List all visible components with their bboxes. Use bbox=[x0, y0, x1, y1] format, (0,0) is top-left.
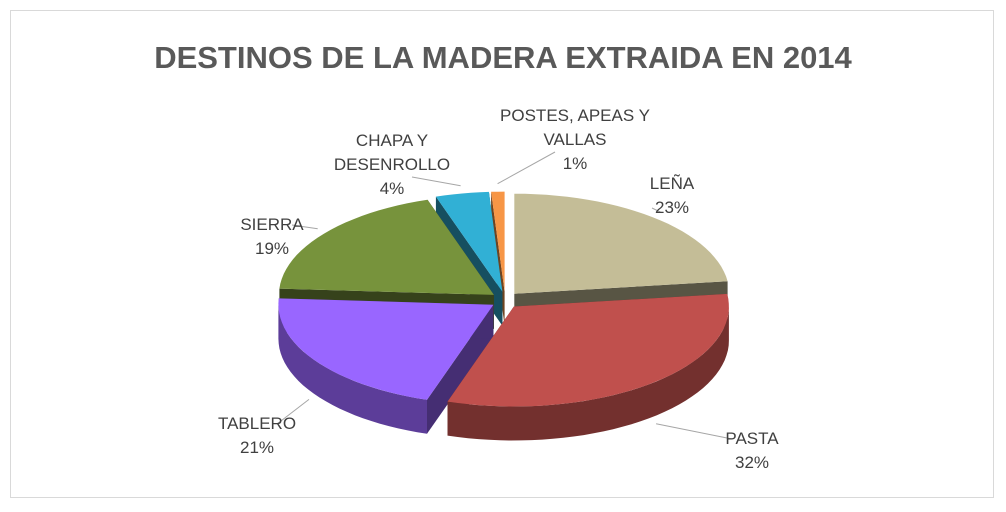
category-label: SIERRA bbox=[240, 215, 304, 234]
data-label: POSTES, APEAS Y VALLAS 1% bbox=[493, 104, 658, 176]
slice bbox=[491, 191, 505, 292]
chart-frame bbox=[10, 10, 994, 498]
category-label: PASTA bbox=[725, 429, 779, 448]
value-label: 1% bbox=[562, 154, 588, 173]
data-label: PASTA 32% bbox=[692, 427, 812, 475]
leader-line bbox=[411, 176, 461, 187]
value-label: 21% bbox=[239, 438, 275, 457]
slice bbox=[278, 298, 494, 400]
value-label: 32% bbox=[734, 453, 770, 472]
category-label: LEÑA bbox=[649, 174, 695, 193]
slice-wall bbox=[278, 304, 427, 434]
value-label: 23% bbox=[654, 198, 690, 217]
data-label: LEÑA 23% bbox=[612, 172, 732, 220]
data-label: CHAPA Y DESENROLLO 4% bbox=[310, 129, 475, 201]
leader-line bbox=[651, 207, 662, 214]
category-label: CHAPA Y DESENROLLO bbox=[333, 131, 451, 174]
category-label: POSTES, APEAS Y VALLAS bbox=[500, 106, 650, 149]
leader-line bbox=[656, 423, 733, 440]
value-label: 19% bbox=[254, 239, 290, 258]
slice bbox=[447, 293, 729, 407]
slice-wall bbox=[447, 306, 729, 441]
data-label: TABLERO 21% bbox=[197, 412, 317, 460]
category-label: TABLERO bbox=[217, 414, 297, 433]
slice bbox=[514, 193, 728, 294]
leader-line bbox=[291, 224, 318, 230]
slice bbox=[279, 199, 494, 295]
chart-title: DESTINOS DE LA MADERA EXTRAIDA EN 2014 bbox=[154, 40, 852, 75]
value-label: 4% bbox=[379, 179, 405, 198]
data-label: SIERRA 19% bbox=[212, 213, 332, 261]
slice bbox=[435, 191, 503, 292]
leader-line bbox=[276, 399, 310, 425]
leader-line bbox=[497, 151, 556, 185]
